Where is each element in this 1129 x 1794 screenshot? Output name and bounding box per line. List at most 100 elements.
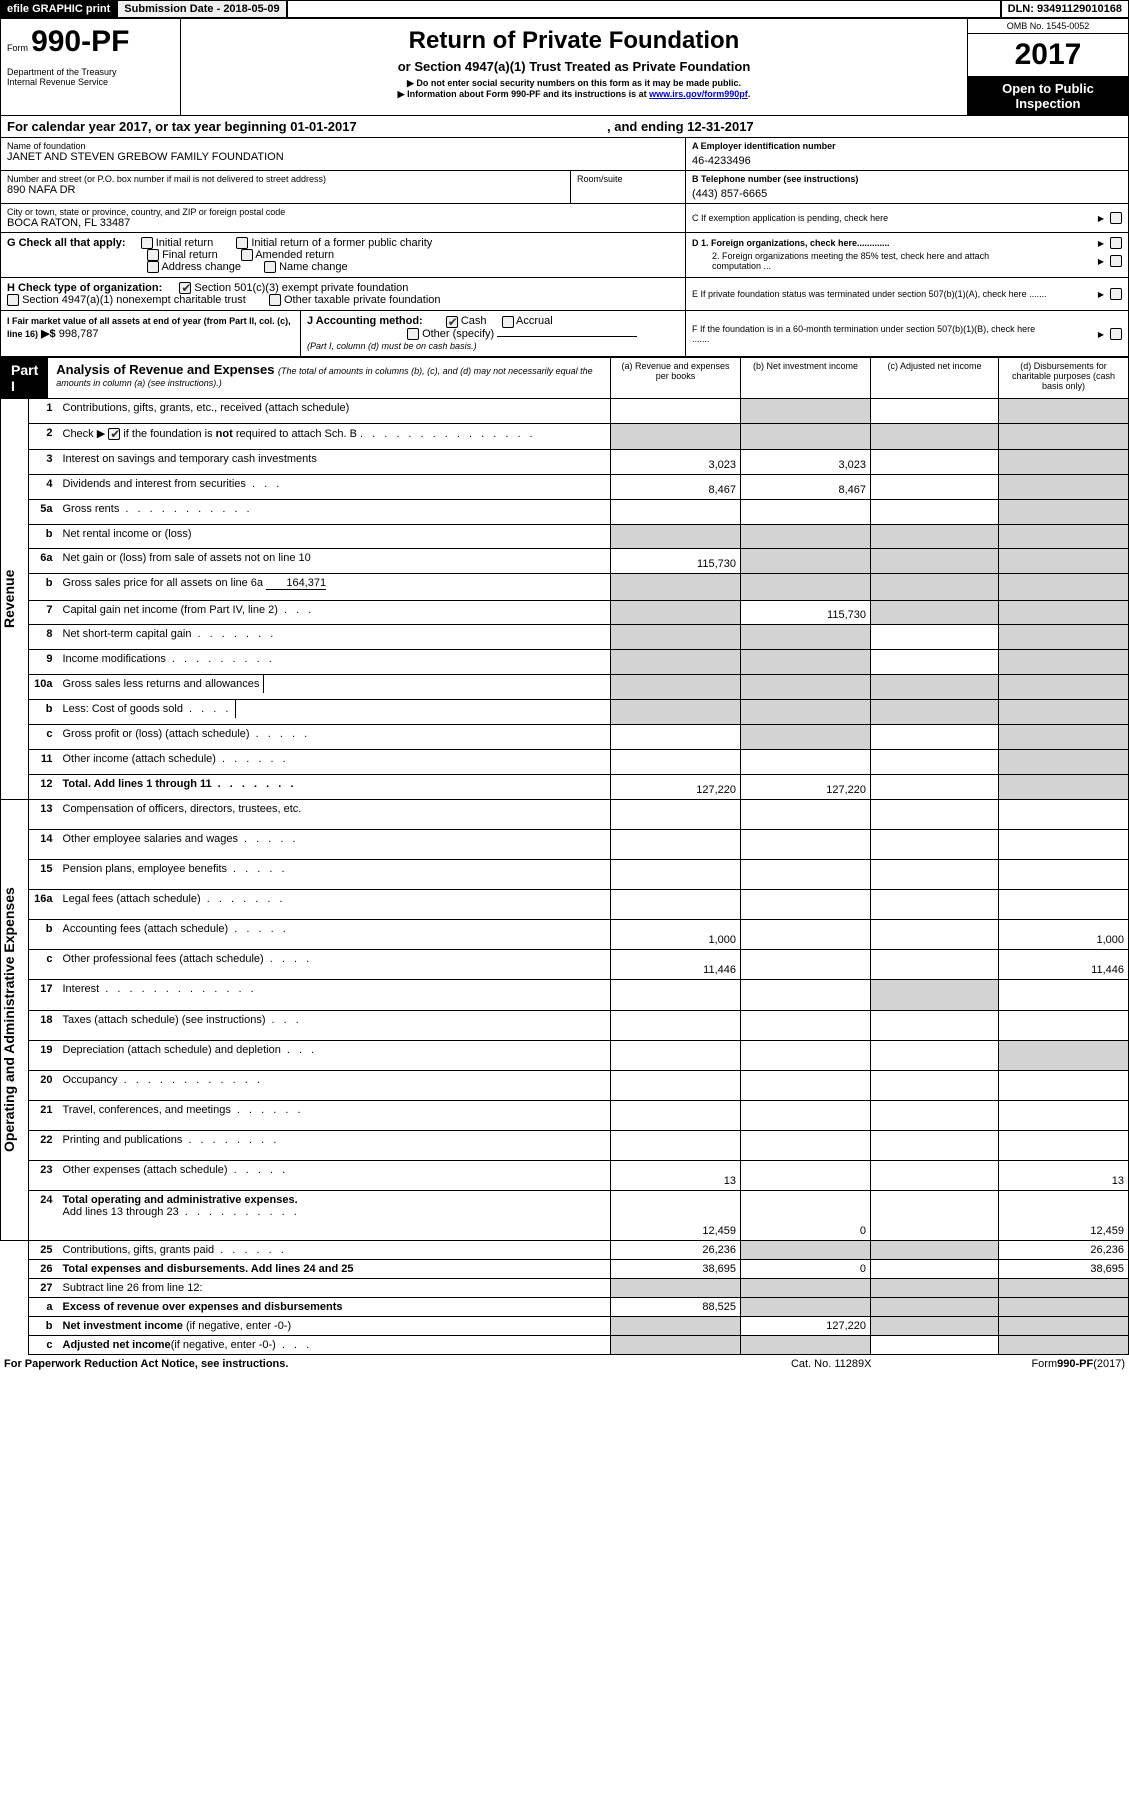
name-label: Name of foundation <box>7 141 679 151</box>
dots: . . . <box>246 478 282 490</box>
l1-label: Contributions, gifts, grants, etc., rece… <box>59 398 611 423</box>
city: BOCA RATON, FL 33487 <box>7 217 679 229</box>
table-row: 11Other income (attach schedule) . . . .… <box>1 749 1129 774</box>
l16b-a: 1,000 <box>611 920 741 950</box>
dots: . . . . . <box>228 1164 289 1176</box>
table-row: 26Total expenses and disbursements. Add … <box>1 1259 1129 1278</box>
g-address-change-checkbox[interactable] <box>147 261 159 273</box>
l16c-a: 11,446 <box>611 950 741 980</box>
l3-label: Interest on savings and temporary cash i… <box>59 449 611 474</box>
g-amended-checkbox[interactable] <box>241 249 253 261</box>
l4-b: 8,467 <box>741 474 871 499</box>
l27b-b: 127,220 <box>741 1316 871 1335</box>
h-e-row: H Check type of organization: Section 50… <box>0 277 1129 310</box>
j-cash-checkbox[interactable] <box>446 316 458 328</box>
d2-checkbox[interactable] <box>1110 255 1122 267</box>
table-row: 5aGross rents . . . . . . . . . . . <box>1 499 1129 524</box>
page-footer: For Paperwork Reduction Act Notice, see … <box>0 1355 1129 1373</box>
c-exemption-checkbox[interactable] <box>1110 212 1122 224</box>
table-row: 6aNet gain or (loss) from sale of assets… <box>1 549 1129 574</box>
table-row: bNet rental income or (loss) <box>1 524 1129 549</box>
l9-label: Income modifications <box>63 653 166 665</box>
dots: . . . . . . . <box>212 778 297 790</box>
table-row: bAccounting fees (attach schedule) . . .… <box>1 920 1129 950</box>
j-note: (Part I, column (d) must be on cash basi… <box>307 341 477 351</box>
expenses-section-label: Operating and Administrative Expenses <box>1 800 17 1240</box>
table-row: 10aGross sales less returns and allowanc… <box>1 675 1129 700</box>
j-other: Other (specify) <box>422 328 494 340</box>
dots: . . . . . . . <box>192 628 277 640</box>
dots: . . . . . . . . . . <box>179 1206 300 1218</box>
table-row: cAdjusted net income(if negative, enter … <box>1 1335 1129 1354</box>
dots: . . . <box>278 604 314 616</box>
g-opt1: Initial return <box>156 237 213 249</box>
irs: Internal Revenue Service <box>7 77 174 87</box>
note-info-suffix: . <box>748 89 751 99</box>
j-accrual: Accrual <box>516 315 553 327</box>
efile-button[interactable]: efile GRAPHIC print <box>0 0 117 18</box>
footer-cat: Cat. No. 11289X <box>791 1358 872 1370</box>
g-opt4: Amended return <box>255 249 334 261</box>
l2-checkbox[interactable] <box>108 428 120 440</box>
j-other-input[interactable] <box>497 336 637 337</box>
l6b-val: 164,371 <box>266 577 326 590</box>
j-other-checkbox[interactable] <box>407 328 419 340</box>
l10a-label: Gross sales less returns and allowances <box>59 675 264 693</box>
table-row: bNet investment income (if negative, ent… <box>1 1316 1129 1335</box>
l27-label: Subtract line 26 from line 12: <box>59 1278 611 1297</box>
d2-label: 2. Foreign organizations meeting the 85%… <box>692 251 1032 271</box>
g-name-change-checkbox[interactable] <box>264 261 276 273</box>
l16b-d: 1,000 <box>999 920 1129 950</box>
form-number: 990-PF <box>31 25 129 58</box>
g-label: G Check all that apply: <box>7 237 126 249</box>
l2-text: if the foundation is not required to att… <box>123 428 357 440</box>
l15-label: Pension plans, employee benefits <box>63 863 228 875</box>
l4-a: 8,467 <box>611 474 741 499</box>
l6a-label: Net gain or (loss) from sale of assets n… <box>59 549 611 574</box>
part1-title: Analysis of Revenue and Expenses <box>56 362 278 377</box>
h-4947-checkbox[interactable] <box>7 294 19 306</box>
ein: 46-4233496 <box>692 155 1122 167</box>
l24-a: 12,459 <box>611 1191 741 1240</box>
l4-label: Dividends and interest from securities <box>63 478 246 490</box>
g-final-return-checkbox[interactable] <box>147 249 159 261</box>
l21-label: Travel, conferences, and meetings <box>63 1104 231 1116</box>
col-d-header: (d) Disbursements for charitable purpose… <box>999 357 1129 398</box>
e-checkbox[interactable] <box>1110 288 1122 300</box>
h-other-checkbox[interactable] <box>269 294 281 306</box>
l27b-label: Net investment income <box>63 1320 183 1332</box>
l23-a: 13 <box>611 1161 741 1191</box>
l14-label: Other employee salaries and wages <box>63 833 238 845</box>
l6a-a: 115,730 <box>611 549 741 574</box>
h-opt2: Section 4947(a)(1) nonexempt charitable … <box>22 294 246 306</box>
l25-d: 26,236 <box>999 1240 1129 1259</box>
h-501c3-checkbox[interactable] <box>179 282 191 294</box>
dots: . . . . <box>264 953 312 965</box>
d1-label: D 1. Foreign organizations, check here..… <box>692 238 890 248</box>
arrow-icon <box>1098 212 1104 224</box>
g-initial-public-checkbox[interactable] <box>236 237 248 249</box>
l12-a: 127,220 <box>611 774 741 799</box>
h-label: H Check type of organization: <box>7 282 162 294</box>
l12-label: Total. Add lines 1 through 11 <box>63 778 212 790</box>
l7-b: 115,730 <box>741 600 871 625</box>
l24b-label: Add lines 13 through 23 <box>63 1206 179 1218</box>
h-opt3: Other taxable private foundation <box>284 294 441 306</box>
j-accrual-checkbox[interactable] <box>502 316 514 328</box>
table-row: 23Other expenses (attach schedule) . . .… <box>1 1161 1129 1191</box>
irs-link[interactable]: www.irs.gov/form990pf <box>649 89 748 99</box>
d1-checkbox[interactable] <box>1110 237 1122 249</box>
calendar-year-line: For calendar year 2017, or tax year begi… <box>0 115 1129 137</box>
dots: . . . . . . . . <box>182 1134 279 1146</box>
street-label: Number and street (or P.O. box number if… <box>7 174 564 184</box>
tax-year: 2017 <box>968 34 1128 77</box>
l13-label: Compensation of officers, directors, tru… <box>59 799 611 829</box>
l27c-label: Adjusted net income <box>63 1339 171 1351</box>
col-a-header: (a) Revenue and expenses per books <box>611 357 741 398</box>
f-checkbox[interactable] <box>1110 328 1122 340</box>
tel: (443) 857-6665 <box>692 188 1122 200</box>
g-initial-return-checkbox[interactable] <box>141 237 153 249</box>
table-row: bGross sales price for all assets on lin… <box>1 574 1129 600</box>
form-header: Form 990-PF Department of the Treasury I… <box>0 18 1129 115</box>
name-ein-row: Name of foundation JANET AND STEVEN GREB… <box>0 137 1129 170</box>
